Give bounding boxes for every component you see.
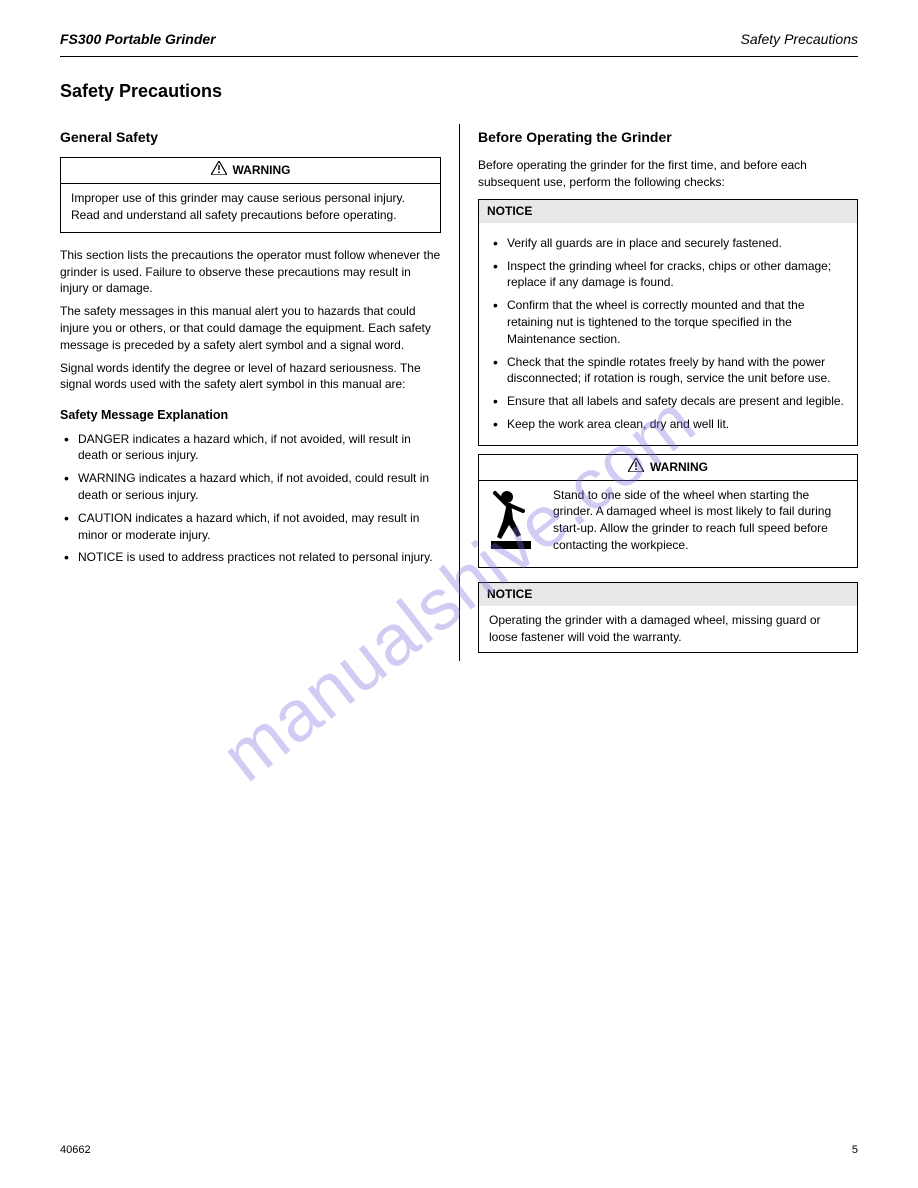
signal-word-list: DANGER indicates a hazard which, if not … [60, 431, 441, 567]
left-section-heading: General Safety [60, 128, 441, 148]
notice-head-1: NOTICE [479, 200, 857, 223]
warning-head: WARNING [61, 158, 440, 184]
header-right: Safety Precautions [740, 30, 858, 50]
warning-triangle-icon [211, 161, 227, 180]
footer-left: 40662 [60, 1143, 91, 1158]
right-column: Before Operating the Grinder Before oper… [459, 124, 858, 661]
warning-head-2: WARNING [479, 455, 857, 481]
pre-op-checklist: Verify all guards are in place and secur… [489, 235, 847, 433]
page-title: Safety Precautions [60, 79, 858, 104]
right-section-heading: Before Operating the Grinder [478, 128, 858, 148]
list-item: WARNING indicates a hazard which, if not… [60, 470, 441, 504]
warning-label-2: WARNING [650, 459, 708, 476]
notice-box-1: NOTICE Verify all guards are in place an… [478, 199, 858, 446]
warning-callout: WARNING Improper use of this grinder may… [60, 157, 441, 232]
page-header: FS300 Portable Grinder Safety Precaution… [60, 30, 858, 57]
list-item: Check that the spindle rotates freely by… [489, 354, 847, 388]
content-columns: General Safety WARNING Improper use of t… [60, 124, 858, 661]
footer-right: 5 [852, 1143, 858, 1158]
list-item: Confirm that the wheel is correctly moun… [489, 297, 847, 347]
warning-triangle-icon [628, 458, 644, 477]
warning-label: WARNING [233, 162, 291, 179]
list-item: CAUTION indicates a hazard which, if not… [60, 510, 441, 544]
list-item: Keep the work area clean, dry and well l… [489, 416, 847, 433]
falling-person-icon [489, 487, 543, 560]
list-item: DANGER indicates a hazard which, if not … [60, 431, 441, 465]
warning-body: Improper use of this grinder may cause s… [61, 184, 440, 232]
header-left: FS300 Portable Grinder [60, 30, 216, 50]
left-intro: This section lists the precautions the o… [60, 247, 441, 297]
left-subsection-heading: Safety Message Explanation [60, 407, 441, 425]
list-item: Verify all guards are in place and secur… [489, 235, 847, 252]
left-para-2: The safety messages in this manual alert… [60, 303, 441, 353]
list-item: NOTICE is used to address practices not … [60, 549, 441, 566]
left-column: General Safety WARNING Improper use of t… [60, 124, 459, 661]
notice-head-2: NOTICE [479, 583, 857, 606]
right-intro: Before operating the grinder for the fir… [478, 157, 858, 191]
notice-box-2: NOTICE Operating the grinder with a dama… [478, 582, 858, 652]
notice-body-1: Verify all guards are in place and secur… [479, 223, 857, 445]
left-para-3: Signal words identify the degree or leve… [60, 360, 441, 394]
warning-text-2: Stand to one side of the wheel when star… [553, 487, 847, 554]
list-item: Inspect the grinding wheel for cracks, c… [489, 258, 847, 292]
list-item: Ensure that all labels and safety decals… [489, 393, 847, 410]
notice-body-2: Operating the grinder with a damaged whe… [479, 606, 857, 652]
warning-body-2: Stand to one side of the wheel when star… [479, 481, 857, 568]
warning-callout-2: WARNING Stand to one side of the wheel w… [478, 454, 858, 569]
page-footer: 40662 5 [60, 1143, 858, 1158]
